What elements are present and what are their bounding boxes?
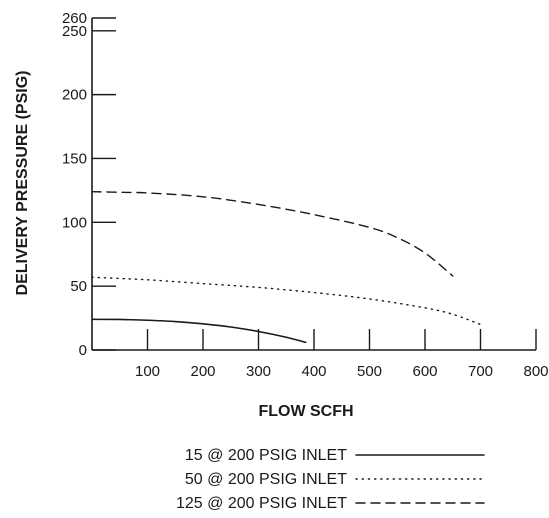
x-tick-label: 100 [135, 363, 160, 380]
y-tick-label: 260 [62, 10, 87, 27]
x-tick-label: 300 [246, 363, 271, 380]
series-line-2 [91, 276, 482, 326]
x-tick-label: 600 [412, 363, 437, 380]
x-tick-label: 700 [468, 363, 493, 380]
y-tick-label: 250 [62, 23, 87, 40]
legend: 15 @ 200 PSIG INLET 50 @ 200 PSIG INLET 12… [176, 447, 485, 512]
y-tick-label: 0 [79, 342, 87, 359]
y-tick-label: 150 [62, 150, 87, 167]
legend-label-3: 125 @ 200 PSIG INLET [176, 495, 347, 512]
axes [91, 18, 536, 351]
series-line-1 [91, 318, 307, 344]
x-tick-label: 500 [357, 363, 382, 380]
series-layer [91, 190, 482, 344]
x-tick-label: 200 [190, 363, 215, 380]
x-tick-label: 400 [301, 363, 326, 380]
y-axis-title: DELIVERY PRESSURE (PSIG) [14, 71, 31, 296]
y-tick-label: 100 [62, 214, 87, 231]
x-tick-label: 800 [523, 363, 548, 380]
legend-label-2: 50 @ 200 PSIG INLET [185, 471, 347, 488]
y-tick-label: 50 [70, 278, 87, 295]
x-axis-title: FLOW SCFH [258, 403, 353, 420]
series-line-3 [91, 190, 454, 277]
y-tick-label: 200 [62, 87, 87, 104]
legend-label-1: 15 @ 200 PSIG INLET [185, 447, 347, 464]
